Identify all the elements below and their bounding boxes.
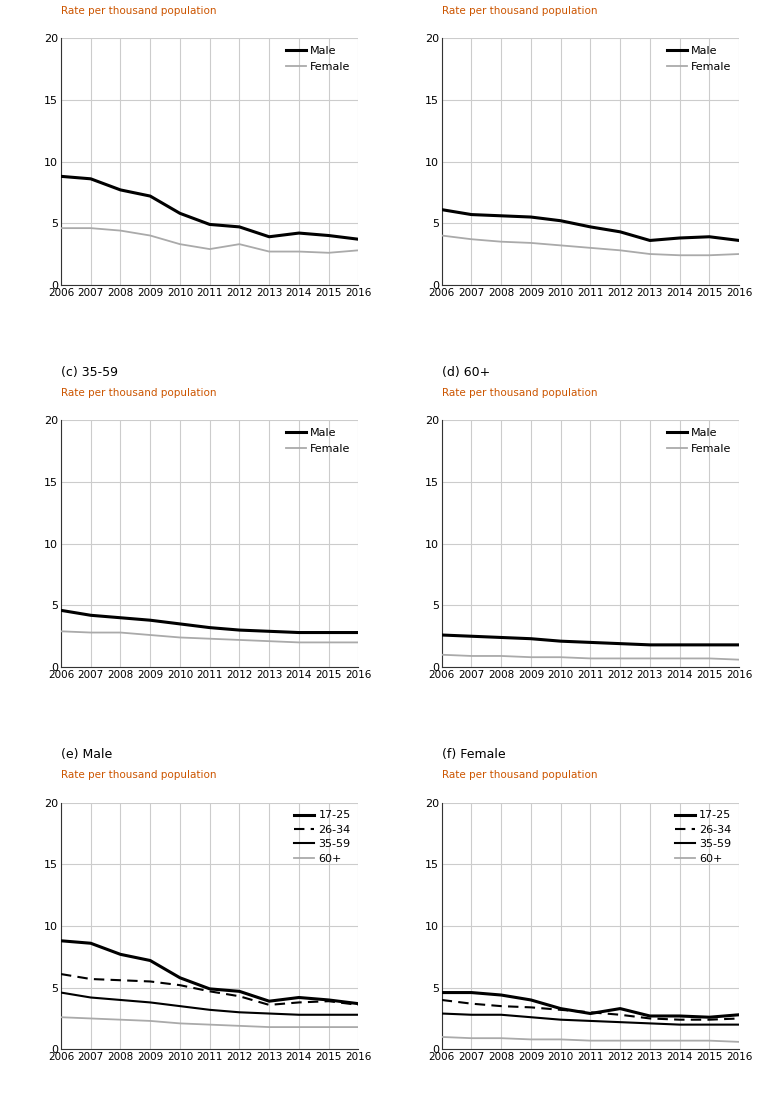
Legend: Male, Female: Male, Female: [281, 424, 355, 458]
Text: Rate per thousand population: Rate per thousand population: [442, 388, 597, 398]
Legend: 17-25, 26-34, 35-59, 60+: 17-25, 26-34, 35-59, 60+: [290, 806, 355, 868]
Text: (d) 60+: (d) 60+: [442, 366, 490, 379]
Text: Rate per thousand population: Rate per thousand population: [61, 7, 216, 16]
Legend: Male, Female: Male, Female: [662, 424, 736, 458]
Text: (c) 35-59: (c) 35-59: [61, 366, 118, 379]
Text: (f) Female: (f) Female: [442, 748, 505, 761]
Legend: 17-25, 26-34, 35-59, 60+: 17-25, 26-34, 35-59, 60+: [671, 806, 736, 868]
Text: Rate per thousand population: Rate per thousand population: [61, 388, 216, 398]
Legend: Male, Female: Male, Female: [281, 42, 355, 77]
Text: Rate per thousand population: Rate per thousand population: [442, 771, 597, 780]
Text: Rate per thousand population: Rate per thousand population: [61, 771, 216, 780]
Text: (e) Male: (e) Male: [61, 748, 112, 761]
Text: Rate per thousand population: Rate per thousand population: [442, 7, 597, 16]
Legend: Male, Female: Male, Female: [662, 42, 736, 77]
